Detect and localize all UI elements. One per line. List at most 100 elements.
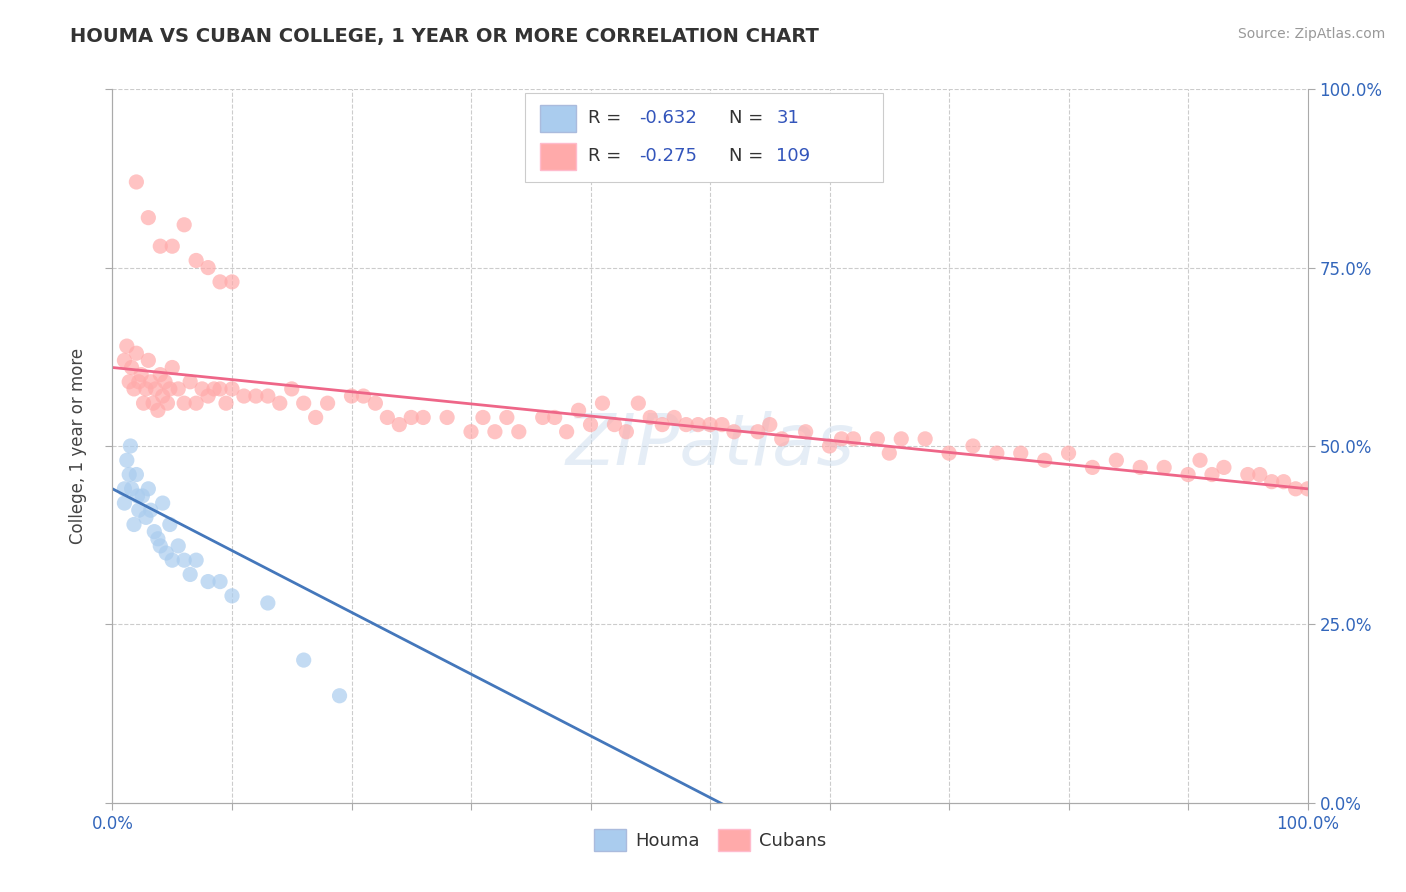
Point [221, 382, 243, 396]
Point [149, 239, 172, 253]
Point [986, 446, 1008, 460]
Point [675, 417, 697, 432]
Point [866, 432, 889, 446]
FancyBboxPatch shape [540, 105, 576, 132]
Point [152, 496, 174, 510]
Point [209, 574, 232, 589]
Point [173, 218, 195, 232]
Point [842, 432, 865, 446]
Point [711, 417, 734, 432]
Point [114, 353, 135, 368]
Point [316, 396, 339, 410]
Point [496, 410, 519, 425]
Point [555, 425, 578, 439]
Point [155, 546, 177, 560]
Point [1296, 482, 1319, 496]
Point [118, 375, 141, 389]
Point [1285, 482, 1308, 496]
Text: -0.632: -0.632 [640, 110, 697, 128]
Point [146, 403, 169, 417]
Point [747, 425, 769, 439]
Point [146, 532, 169, 546]
Point [688, 417, 710, 432]
Point [1237, 467, 1260, 482]
Point [162, 553, 183, 567]
Point [115, 453, 138, 467]
Legend: Houma, Cubans: Houma, Cubans [586, 822, 834, 858]
Point [209, 275, 232, 289]
Point [1201, 467, 1223, 482]
Point [412, 410, 434, 425]
Point [592, 396, 614, 410]
Point [723, 425, 745, 439]
Point [388, 417, 411, 432]
Point [121, 360, 143, 375]
Point [173, 396, 195, 410]
Point [1177, 467, 1199, 482]
Point [938, 446, 960, 460]
Point [818, 439, 841, 453]
Point [128, 503, 150, 517]
Point [186, 396, 208, 410]
Point [1153, 460, 1175, 475]
Point [831, 432, 853, 446]
Point [603, 417, 626, 432]
Point [305, 410, 328, 425]
Point [186, 253, 208, 268]
Point [202, 382, 225, 396]
Point [770, 432, 793, 446]
Point [115, 339, 138, 353]
Point [1261, 475, 1284, 489]
Point [153, 375, 176, 389]
Point [914, 432, 936, 446]
Point [1249, 467, 1271, 482]
Point [125, 346, 148, 360]
Point [484, 425, 506, 439]
Point [879, 446, 901, 460]
Point [167, 382, 190, 396]
Text: ZIPatlas: ZIPatlas [565, 411, 855, 481]
Point [156, 396, 179, 410]
Point [197, 574, 219, 589]
Point [152, 389, 174, 403]
Point [125, 175, 148, 189]
Point [292, 396, 315, 410]
Point [132, 396, 155, 410]
Point [149, 368, 172, 382]
Point [197, 389, 219, 403]
Point [215, 396, 238, 410]
Point [125, 467, 148, 482]
Point [159, 382, 181, 396]
Point [890, 432, 912, 446]
Text: R =: R = [588, 147, 627, 165]
Point [401, 410, 423, 425]
Point [508, 425, 530, 439]
Point [129, 368, 152, 382]
Point [135, 382, 157, 396]
Point [142, 396, 165, 410]
Point [122, 517, 145, 532]
Point [436, 410, 458, 425]
Point [1213, 460, 1236, 475]
Point [579, 417, 602, 432]
Point [352, 389, 374, 403]
Point [167, 539, 190, 553]
Point [221, 589, 243, 603]
Point [233, 389, 256, 403]
Point [616, 425, 638, 439]
Point [131, 489, 153, 503]
Point [664, 410, 686, 425]
Point [149, 539, 172, 553]
Text: R =: R = [588, 110, 627, 128]
Text: Source: ZipAtlas.com: Source: ZipAtlas.com [1237, 27, 1385, 41]
Point [162, 360, 183, 375]
Point [1189, 453, 1212, 467]
Point [699, 417, 721, 432]
FancyBboxPatch shape [540, 143, 576, 169]
Point [138, 482, 160, 496]
FancyBboxPatch shape [524, 93, 883, 182]
Point [340, 389, 363, 403]
Point [292, 653, 315, 667]
Text: N =: N = [728, 147, 769, 165]
Point [651, 417, 673, 432]
